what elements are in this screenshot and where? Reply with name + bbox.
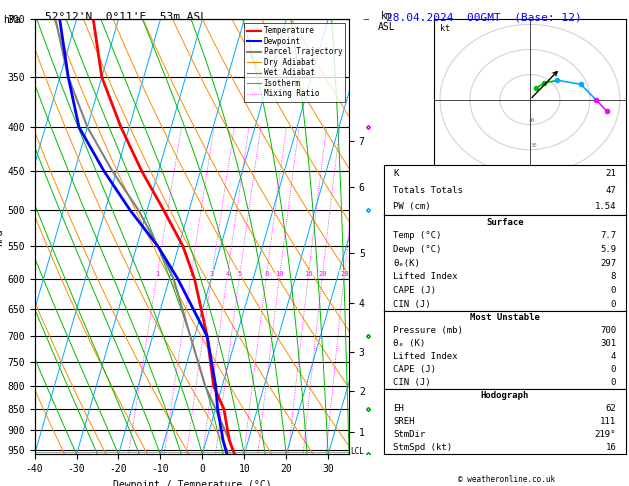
Y-axis label: km
ASL: km ASL	[378, 11, 396, 33]
Text: 4: 4	[611, 352, 616, 361]
Text: 301: 301	[600, 339, 616, 348]
Text: 52°12'N  0°11'E  53m ASL: 52°12'N 0°11'E 53m ASL	[45, 12, 207, 22]
Text: StmSpd (kt): StmSpd (kt)	[393, 443, 452, 452]
Text: θₑ(K): θₑ(K)	[393, 259, 420, 268]
Text: 20: 20	[318, 271, 327, 277]
Legend: Temperature, Dewpoint, Parcel Trajectory, Dry Adiabat, Wet Adiabat, Isotherm, Mi: Temperature, Dewpoint, Parcel Trajectory…	[243, 23, 345, 102]
Text: 1: 1	[155, 271, 159, 277]
Text: 8: 8	[265, 271, 269, 277]
Text: 30: 30	[531, 143, 537, 148]
Text: 4: 4	[225, 271, 230, 277]
Text: 20: 20	[533, 168, 540, 174]
Text: 5: 5	[238, 271, 242, 277]
Text: 2: 2	[189, 271, 193, 277]
Text: 0: 0	[611, 365, 616, 374]
Text: Lifted Index: Lifted Index	[393, 272, 458, 281]
Text: 16: 16	[304, 271, 313, 277]
X-axis label: Dewpoint / Temperature (°C): Dewpoint / Temperature (°C)	[113, 480, 271, 486]
Text: Hodograph: Hodograph	[481, 391, 529, 400]
Text: EH: EH	[393, 404, 404, 413]
Text: © weatheronline.co.uk: © weatheronline.co.uk	[458, 474, 555, 484]
Text: kt: kt	[440, 24, 450, 33]
Text: 1.54: 1.54	[594, 203, 616, 211]
Text: LCL: LCL	[350, 447, 364, 456]
Text: 62: 62	[606, 404, 616, 413]
Text: StmDir: StmDir	[393, 430, 426, 439]
Text: Lifted Index: Lifted Index	[393, 352, 458, 361]
Text: CAPE (J): CAPE (J)	[393, 286, 437, 295]
Text: CIN (J): CIN (J)	[393, 378, 431, 387]
Text: Pressure (mb): Pressure (mb)	[393, 326, 463, 335]
Text: CIN (J): CIN (J)	[393, 300, 431, 309]
Text: 8: 8	[611, 272, 616, 281]
Text: Dewp (°C): Dewp (°C)	[393, 245, 442, 254]
Text: Temp (°C): Temp (°C)	[393, 231, 442, 240]
Text: 111: 111	[600, 417, 616, 426]
Text: 5.9: 5.9	[600, 245, 616, 254]
Text: 28: 28	[340, 271, 348, 277]
Text: 21: 21	[606, 169, 616, 178]
Text: 700: 700	[600, 326, 616, 335]
Text: 10: 10	[276, 271, 284, 277]
Text: 0: 0	[611, 378, 616, 387]
Text: Totals Totals: Totals Totals	[393, 186, 463, 195]
Text: K: K	[393, 169, 399, 178]
Text: 0: 0	[611, 286, 616, 295]
Text: θₑ (K): θₑ (K)	[393, 339, 426, 348]
Text: 7.7: 7.7	[600, 231, 616, 240]
Text: 0: 0	[611, 300, 616, 309]
Text: 28.04.2024  00GMT  (Base: 12): 28.04.2024 00GMT (Base: 12)	[386, 12, 582, 22]
Text: hPa: hPa	[3, 15, 21, 25]
Text: 219°: 219°	[594, 430, 616, 439]
Text: Most Unstable: Most Unstable	[470, 313, 540, 322]
Y-axis label: hPa: hPa	[0, 228, 4, 246]
Text: CAPE (J): CAPE (J)	[393, 365, 437, 374]
Text: 47: 47	[606, 186, 616, 195]
Text: PW (cm): PW (cm)	[393, 203, 431, 211]
Text: 40: 40	[529, 118, 535, 123]
Text: 16: 16	[606, 443, 616, 452]
Text: SREH: SREH	[393, 417, 415, 426]
Text: 297: 297	[600, 259, 616, 268]
Text: Surface: Surface	[486, 218, 523, 226]
Text: 3: 3	[210, 271, 214, 277]
